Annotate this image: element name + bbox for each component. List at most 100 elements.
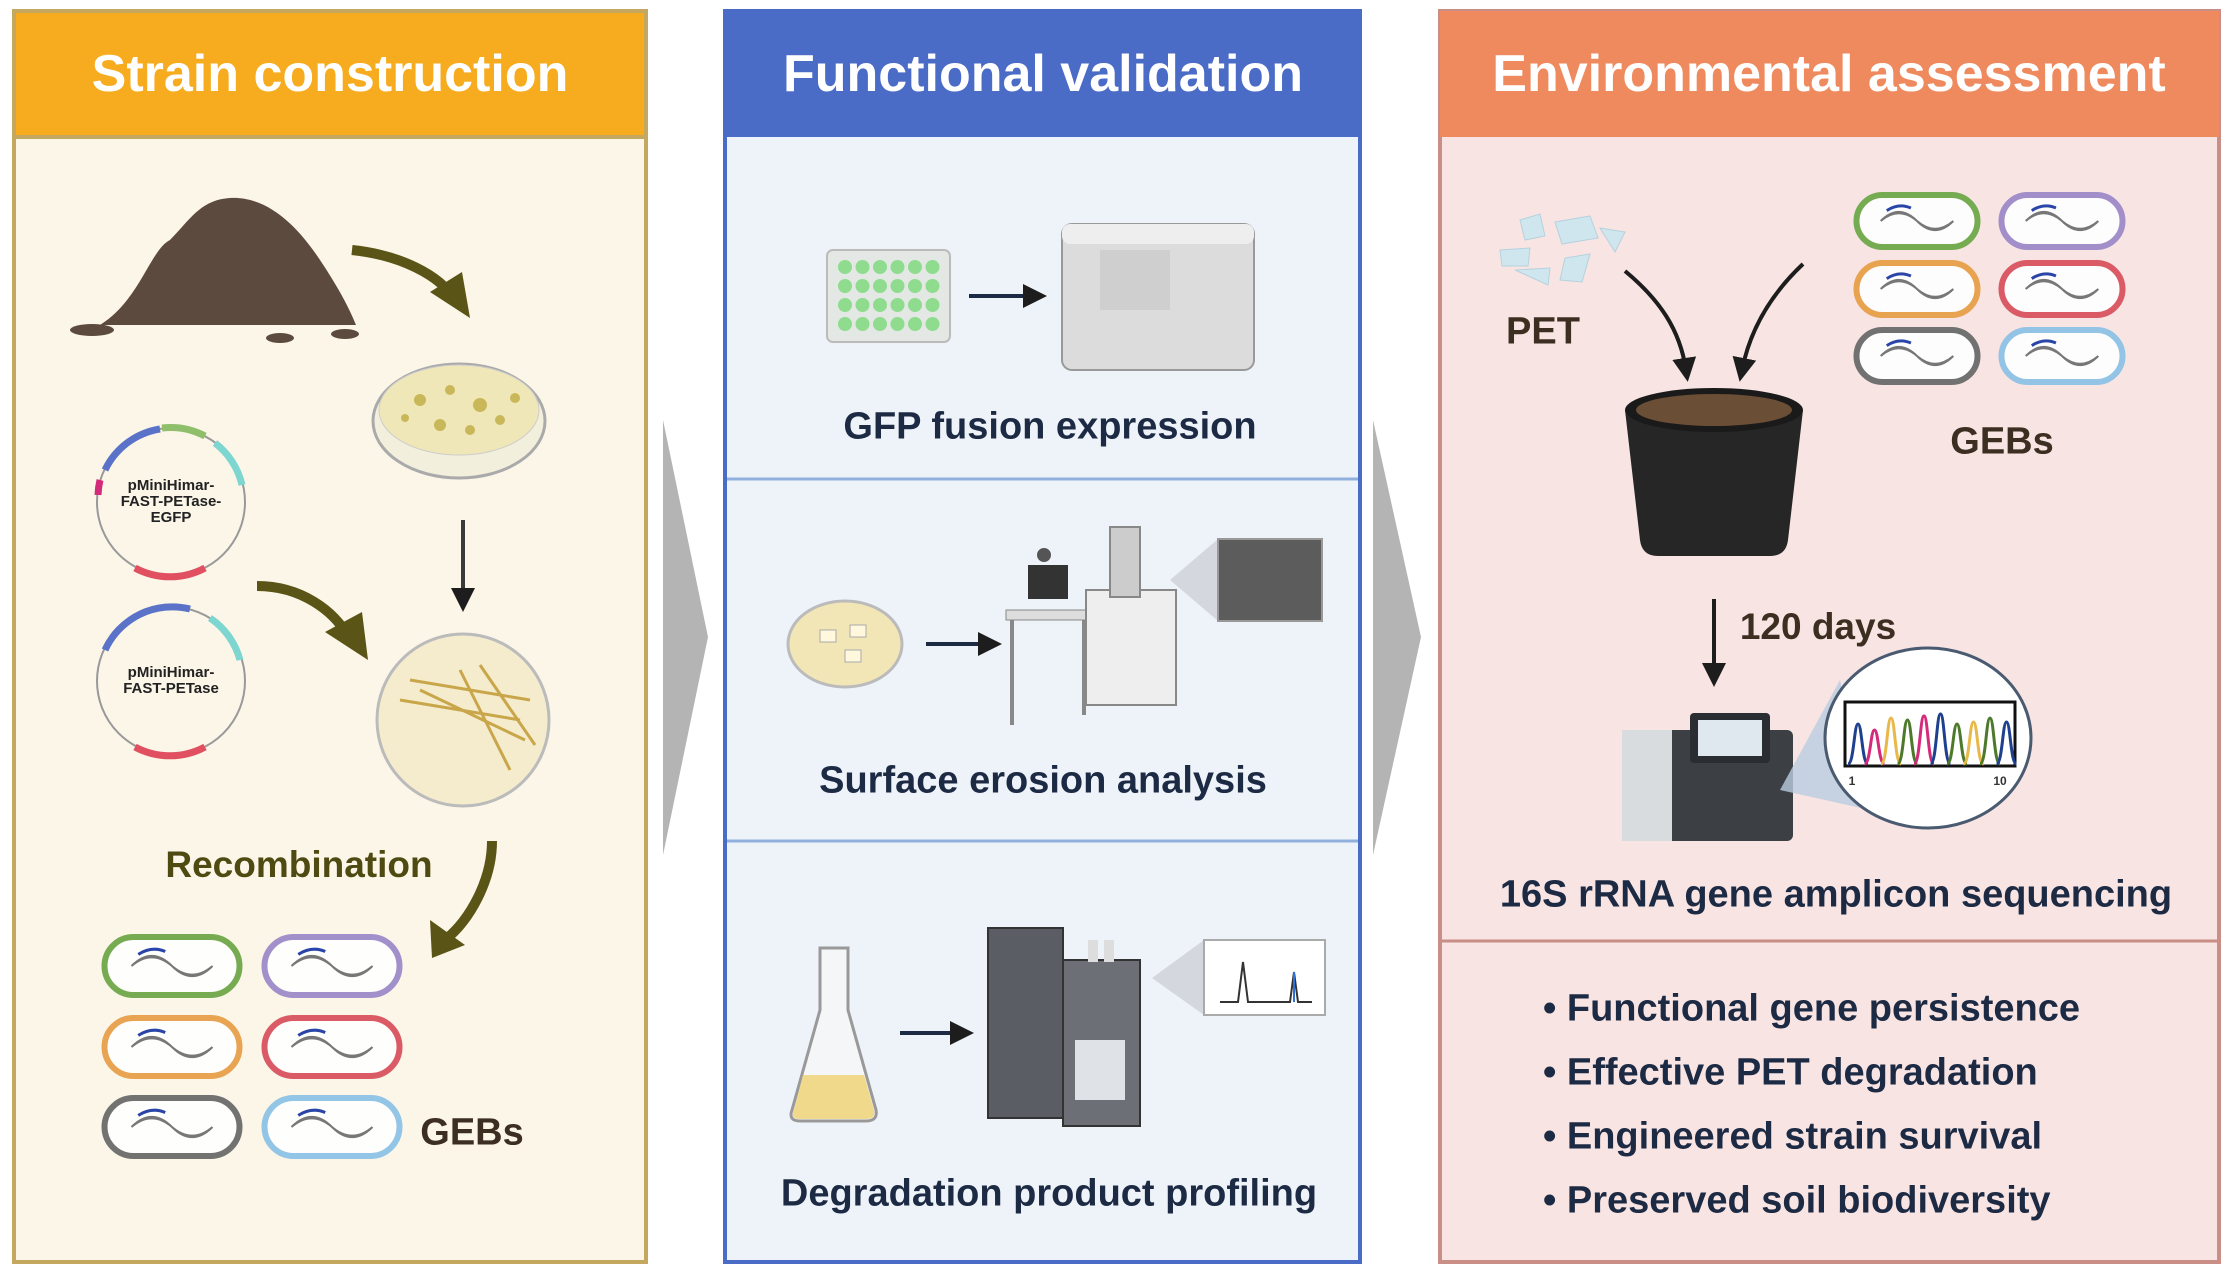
sequencing-label: 16S rRNA gene amplicon sequencing <box>1499 873 2173 916</box>
well <box>838 298 852 312</box>
chevron-arrow-icon <box>663 420 708 855</box>
bacterium-cell-icon <box>261 1015 403 1079</box>
bullet: • <box>1543 987 1557 1030</box>
hplc-instrument-icon <box>987 927 1141 1127</box>
well <box>855 279 870 293</box>
outcome-text: Functional gene persistence <box>1566 987 2081 1030</box>
well <box>855 260 870 274</box>
plasmid-egfp-icon <box>94 424 246 581</box>
plasmid-label-egfp: pMiniHimar- FAST-PETase- EGFP <box>120 477 222 526</box>
well <box>855 298 870 312</box>
petri-dish-streaks-icon <box>375 632 551 808</box>
outcome-text: Effective PET degradation <box>1566 1051 2038 1094</box>
well <box>908 260 922 274</box>
well <box>838 279 852 293</box>
chromatogram-peak <box>1863 728 1886 766</box>
well <box>873 260 887 274</box>
chromatogram-peak <box>1995 720 2018 766</box>
duration-label: 120 days <box>1739 606 1897 647</box>
bullet: • <box>1543 1051 1557 1094</box>
petri-dish-colonies-icon <box>371 362 547 480</box>
bacterium-cell-icon <box>1998 192 2126 250</box>
well <box>873 317 887 331</box>
pet-fragments-icon <box>1499 213 1626 286</box>
bullet: • <box>1543 1115 1557 1158</box>
chevron-arrow-icon <box>1373 420 1421 855</box>
plasmid-label-petase: pMiniHimar- FAST-PETase <box>123 664 219 697</box>
chromatogram-peak <box>1912 714 1936 766</box>
erlenmeyer-flask-icon <box>789 946 878 1123</box>
bullet: • <box>1543 1179 1557 1222</box>
panel-title-strain-construction: Strain construction <box>91 45 569 103</box>
well <box>873 279 887 293</box>
well <box>925 279 940 293</box>
arrow-icon <box>1732 262 1805 382</box>
chromatogram-peak <box>1929 712 1952 766</box>
bacterium-cell-icon <box>1998 260 2126 318</box>
surface-erosion-analysis-label: Surface erosion analysis <box>819 759 1267 802</box>
zoom-wedge <box>1152 940 1204 1015</box>
geb-cells-right <box>1853 192 2126 385</box>
outcome-item: • Engineered strain survival <box>1543 1116 2042 1159</box>
pet-label: PET <box>1506 310 1580 353</box>
geb-cells-left <box>101 934 403 1159</box>
well <box>908 298 922 312</box>
gebs-label-left: GEBs <box>420 1111 524 1154</box>
chromatogram-peak <box>1945 722 1969 766</box>
chromatogram-peak <box>1879 716 1903 766</box>
chromatogram-peak <box>1896 718 1919 766</box>
plasmid-petase-icon <box>96 603 246 760</box>
well <box>890 260 905 274</box>
panel-title-functional-validation: Functional validation <box>782 45 1304 103</box>
bacterium-cell-icon <box>261 1095 403 1159</box>
bacterium-cell-icon <box>1853 192 1981 250</box>
chromatogram-tick-10: 10 <box>1993 774 2007 788</box>
zoom-wedge <box>1170 539 1218 621</box>
well <box>925 260 940 274</box>
sequencer-icon <box>1622 713 1793 841</box>
chromatogram-inset <box>1203 939 1326 1016</box>
well <box>838 260 852 274</box>
bacterium-cell-icon <box>1998 327 2126 385</box>
well-plate-icon <box>826 249 951 343</box>
chromatogram-magnifier <box>1823 646 2033 830</box>
chromatogram-peak <box>1846 722 1870 766</box>
outcome-item: • Effective PET degradation <box>1543 1052 2038 1095</box>
plate-reader-icon <box>1061 223 1255 371</box>
bacterium-cell-icon <box>1853 327 1981 385</box>
chromatogram-tick-1: 1 <box>1848 774 1856 788</box>
gebs-label-right: GEBs <box>1950 420 2054 463</box>
bacterium-cell-icon <box>261 934 403 998</box>
soil-heap-icon <box>70 197 359 343</box>
chromatogram-peak <box>1978 716 2002 766</box>
sem-microscope-icon <box>1005 526 1177 725</box>
well <box>890 298 905 312</box>
bacterium-cell-icon <box>101 1015 243 1079</box>
gfp-fusion-expression-label: GFP fusion expression <box>843 405 1257 448</box>
well <box>855 317 870 331</box>
outcome-item: • Preserved soil biodiversity <box>1543 1180 2051 1223</box>
recombination-label: Recombination <box>165 844 433 885</box>
well <box>890 317 905 331</box>
outcome-item: • Functional gene persistence <box>1543 988 2080 1031</box>
chromatogram-peak <box>1962 720 1985 766</box>
environmental-assessment-panel <box>1438 9 2221 1264</box>
panel-title-environmental-assessment: Environmental assessment <box>1492 45 2166 103</box>
well <box>873 298 887 312</box>
soil-pot-icon <box>1625 388 1803 556</box>
degradation-product-profiling-label: Degradation product profiling <box>780 1172 1318 1215</box>
outcome-text: Engineered strain survival <box>1566 1115 2043 1158</box>
bacterium-cell-icon <box>101 1095 243 1159</box>
outcome-text: Preserved soil biodiversity <box>1566 1179 2051 1222</box>
bacterium-cell-icon <box>101 934 243 998</box>
functional-validation-panel <box>723 9 1421 1264</box>
well <box>925 317 940 331</box>
well <box>890 279 905 293</box>
bacterium-cell-icon <box>1853 260 1981 318</box>
well <box>838 317 852 331</box>
arrow-icon <box>1623 269 1697 382</box>
well <box>908 317 922 331</box>
well <box>925 298 940 312</box>
curved-arrow-icon <box>441 840 497 944</box>
